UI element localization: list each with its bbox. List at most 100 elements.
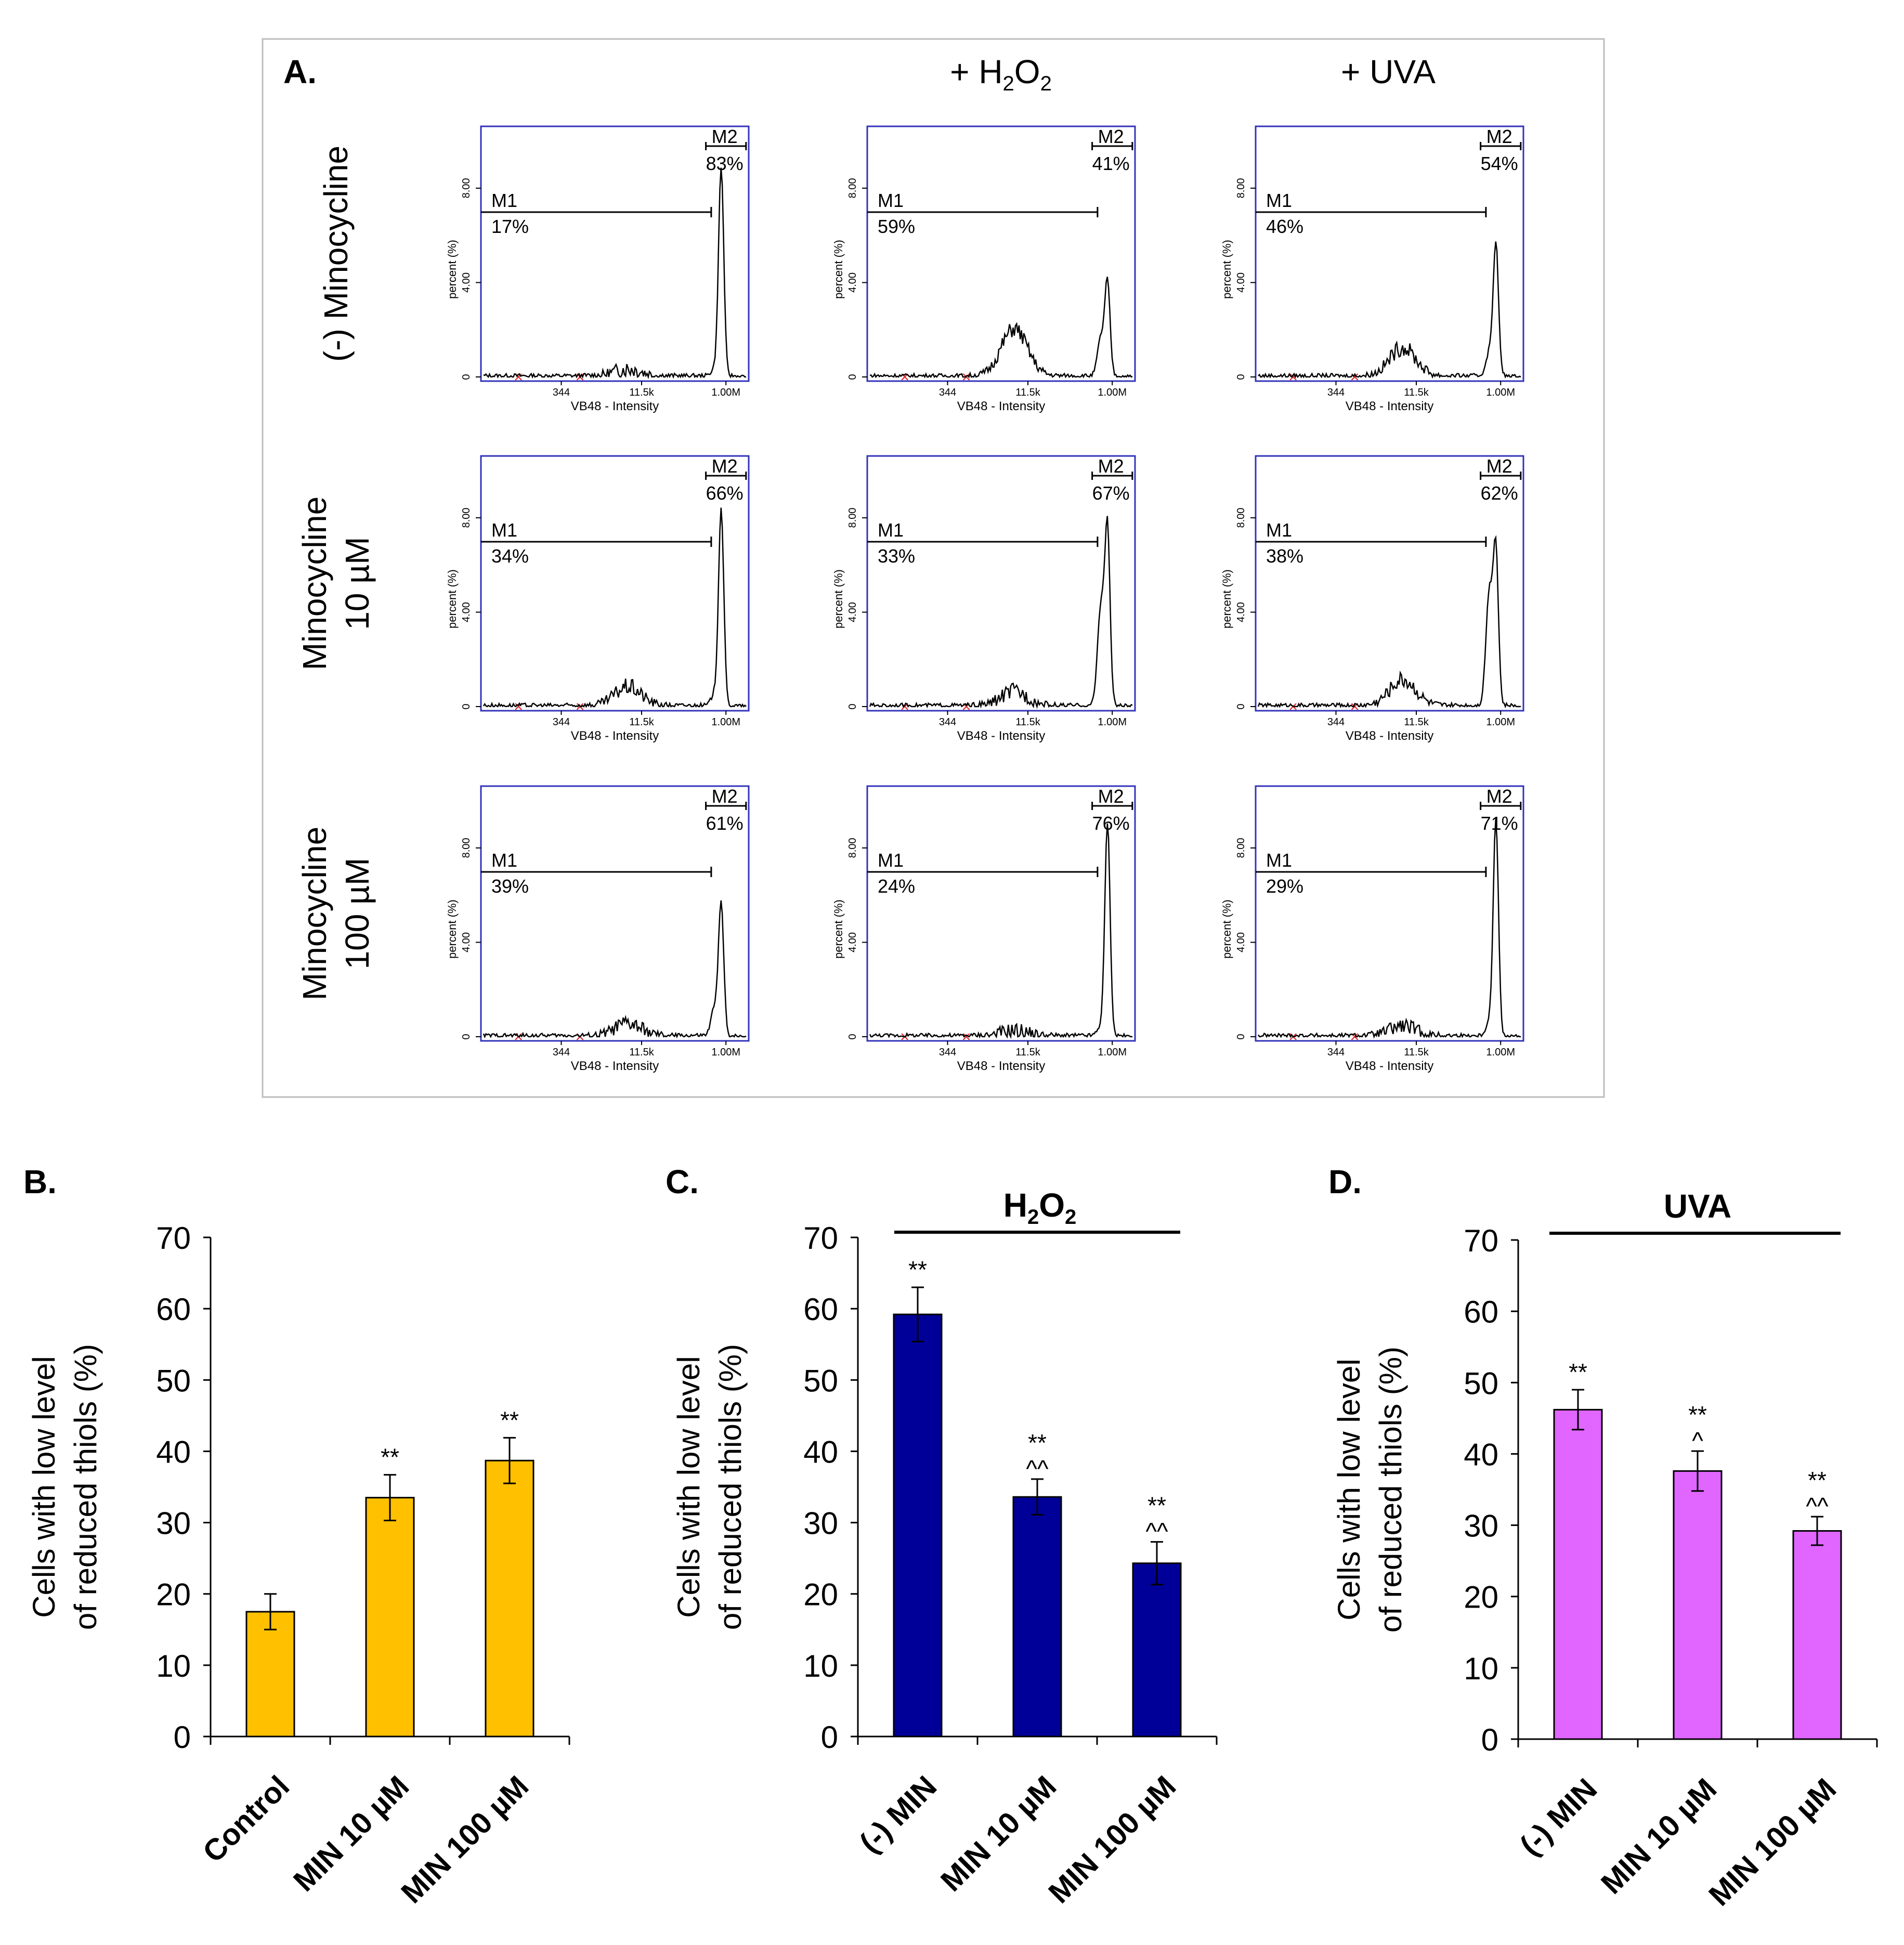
histogram-0-0: 0 4.00 8.00 percent (%) 344 11.5k 1.00M VB48 - … [446,125,750,413]
histogram-xtick-label: 1.00M [711,1047,740,1058]
histogram-marker [962,373,970,381]
histogram-ytick-label: 0 [1235,703,1247,709]
histogram-xtick-label: 1.00M [711,716,740,728]
histogram-ytick-label: 4.00 [847,602,858,622]
histogram-xtick-label: 11.5k [629,716,654,728]
m1-percent: 59% [878,216,915,237]
panel-label: B. [23,1163,57,1200]
histogram-1-0: 0 4.00 8.00 percent (%) 344 11.5k 1.00M VB48 - … [446,455,750,743]
histogram-xlabel: VB48 - Intensity [571,729,659,743]
histogram-xtick-label: 11.5k [1404,1047,1429,1058]
histogram-xtick-label: 11.5k [629,387,654,398]
y-tick-label: 10 [803,1649,838,1683]
m2-percent: 67% [1092,482,1130,504]
histogram-ylabel: percent (%) [1220,899,1233,959]
histogram-xtick-label: 11.5k [1015,1047,1040,1058]
histogram-frame [866,125,1136,382]
m2-label: M2 [1098,786,1124,807]
histogram-xtick-label: 344 [1327,1047,1345,1058]
significance-label: ** [908,1256,927,1283]
bar [1673,1470,1723,1740]
significance-label: ** [1028,1429,1047,1456]
panel-label: D. [1328,1163,1362,1200]
histogram-ytick-label: 8.00 [461,507,472,528]
histogram-2-0: 0 4.00 8.00 percent (%) 344 11.5k 1.00M VB48 - … [446,785,750,1073]
y-tick-label: 50 [1464,1366,1498,1401]
histogram-xtick-label: 11.5k [1015,387,1040,398]
histogram-ytick-label: 8.00 [1235,507,1247,528]
treatment-label: H2​O2​ [1003,1186,1077,1229]
histogram-ytick-label: 4.00 [1235,932,1247,952]
histogram-ytick-label: 4.00 [1235,602,1247,622]
histogram-1-2: 0 4.00 8.00 percent (%) 344 11.5k 1.00M VB48 - … [1220,455,1524,743]
bar [365,1497,415,1738]
m1-label: M1 [1266,850,1292,871]
histogram-ylabel: percent (%) [832,569,845,629]
histogram-xtick-label: 1.00M [1098,387,1127,398]
m1-label: M1 [1266,190,1292,211]
histogram-frame [480,455,750,712]
m2-percent: 62% [1481,482,1518,504]
y-tick-label: 60 [1464,1295,1498,1329]
histogram-ylabel: percent (%) [1220,240,1233,299]
histogram-ytick-label: 0 [847,374,858,380]
histogram-trace [482,507,747,708]
histogram-frame [480,785,750,1042]
histogram-2-1: 0 4.00 8.00 percent (%) 344 11.5k 1.00M VB48 - … [832,785,1136,1073]
histogram-ytick-label: 4.00 [461,272,472,293]
m1-percent: 17% [491,216,529,237]
row-header-2-line-0: Minocycline [296,827,333,1000]
histogram-xlabel: VB48 - Intensity [571,1059,659,1073]
y-tick-label: 60 [803,1292,838,1327]
significance-label: ** [1688,1401,1707,1428]
histogram-xtick-label: 11.5k [1015,716,1040,728]
histogram-xlabel: VB48 - Intensity [1346,1059,1433,1073]
m2-label: M2 [1486,126,1512,147]
panel-a-label: A. [283,53,317,90]
col-header-h2o2: + H2​O2​ [950,53,1052,95]
histogram-ytick-label: 8.00 [1235,178,1247,198]
m2-label: M2 [1486,786,1512,807]
histogram-ytick-label: 8.00 [847,507,858,528]
y-tick-label: 40 [156,1434,191,1469]
histogram-ytick-label: 0 [847,1034,858,1039]
histogram-ytick-label: 4.00 [1235,272,1247,293]
y-tick-label: 0 [1481,1722,1498,1757]
m1-percent: 33% [878,545,915,567]
significance-label: ** [500,1406,519,1433]
histogram-ytick-label: 4.00 [461,932,472,952]
y-tick-label: 20 [1464,1580,1498,1615]
histogram-ytick-label: 0 [461,374,472,380]
histogram-ytick-label: 4.00 [847,932,858,952]
histogram-xlabel: VB48 - Intensity [1346,729,1433,743]
m2-label: M2 [1098,126,1124,147]
bar [1012,1496,1062,1738]
row-header-2-line-1: 100 µM [338,858,376,970]
histogram-ytick-label: 0 [461,1034,472,1039]
histogram-xtick-label: 344 [553,716,570,728]
histogram-xlabel: VB48 - Intensity [957,399,1045,413]
y-axis-label-line-0: Cells with low level [671,1356,706,1618]
histogram-ylabel: percent (%) [446,569,459,629]
bar [893,1313,943,1738]
histogram-ytick-label: 8.00 [847,178,858,198]
m1-percent: 29% [1266,876,1303,897]
histogram-trace [482,900,747,1039]
bar [1553,1408,1603,1740]
histogram-trace [869,516,1133,709]
histogram-0-1: 0 4.00 8.00 percent (%) 344 11.5k 1.00M VB48 - … [832,125,1136,413]
y-tick-label: 40 [1464,1437,1498,1472]
histogram-xtick-label: 11.5k [1404,387,1429,398]
histogram-xlabel: VB48 - Intensity [571,399,659,413]
histogram-marker [1289,373,1297,381]
histogram-frame [480,125,750,382]
histogram-frame [866,455,1136,712]
histogram-xtick-label: 11.5k [1404,716,1429,728]
histogram-xtick-label: 11.5k [629,1047,654,1058]
histogram-ytick-label: 0 [1235,1034,1247,1039]
bar [1792,1530,1842,1740]
y-tick-label: 10 [1464,1651,1498,1686]
histogram-ytick-label: 8.00 [461,838,472,858]
m2-label: M2 [1486,455,1512,477]
